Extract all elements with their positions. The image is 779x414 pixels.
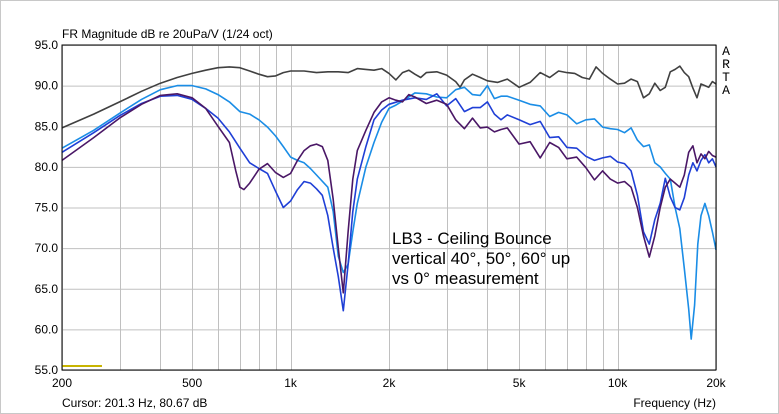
- series-line-2: [61, 84, 717, 340]
- y-tick-label: 80.0: [35, 160, 59, 174]
- y-tick-label: 75.0: [35, 201, 59, 215]
- x-tick-label: 10k: [608, 376, 628, 390]
- y-tick-label: 85.0: [35, 119, 59, 133]
- y-tick-label: 55.0: [35, 363, 59, 377]
- x-axis-label: Frequency (Hz): [633, 396, 716, 410]
- cursor-readout: Cursor: 201.3 Hz, 80.67 dB: [62, 396, 207, 410]
- x-tick-label: 2k: [383, 376, 397, 390]
- series-line-1: [61, 65, 717, 129]
- x-tick-label: 5k: [513, 376, 527, 390]
- annotation-line-2: vertical 40°, 50°, 60° up: [392, 249, 570, 268]
- y-tick-label: 95.0: [35, 38, 59, 52]
- arta-letter: T: [722, 70, 730, 85]
- x-tick-label: 200: [52, 376, 72, 390]
- x-tick-labels: 200 500 1k 2k 5k 10k 20k: [52, 376, 727, 390]
- grid-lines: [62, 45, 717, 371]
- y-tick-label: 60.0: [35, 322, 59, 336]
- y-tick-label: 65.0: [35, 282, 59, 296]
- annotation-line-1: LB3 - Ceiling Bounce: [392, 229, 552, 248]
- y-tick-label: 70.0: [35, 241, 59, 255]
- arta-letter: R: [722, 57, 730, 72]
- plot-frame: [61, 44, 717, 371]
- x-tick-label: 20k: [706, 376, 726, 390]
- series-curves: [61, 65, 717, 340]
- chart-title: FR Magnitude dB re 20uPa/V (1/24 oct): [62, 27, 273, 41]
- arta-letter: A: [722, 83, 730, 98]
- y-tick-label: 90.0: [35, 79, 59, 93]
- x-tick-label: 500: [182, 376, 202, 390]
- annotation-line-3: vs 0° measurement: [392, 269, 539, 288]
- series-line-4: [61, 93, 717, 294]
- arta-letter: A: [722, 44, 730, 59]
- y-tick-labels: 95.0 90.0 85.0 80.0 75.0 70.0 65.0 60.0 55.0: [35, 38, 59, 377]
- x-tick-label: 1k: [284, 376, 298, 390]
- series-line-3: [61, 93, 717, 312]
